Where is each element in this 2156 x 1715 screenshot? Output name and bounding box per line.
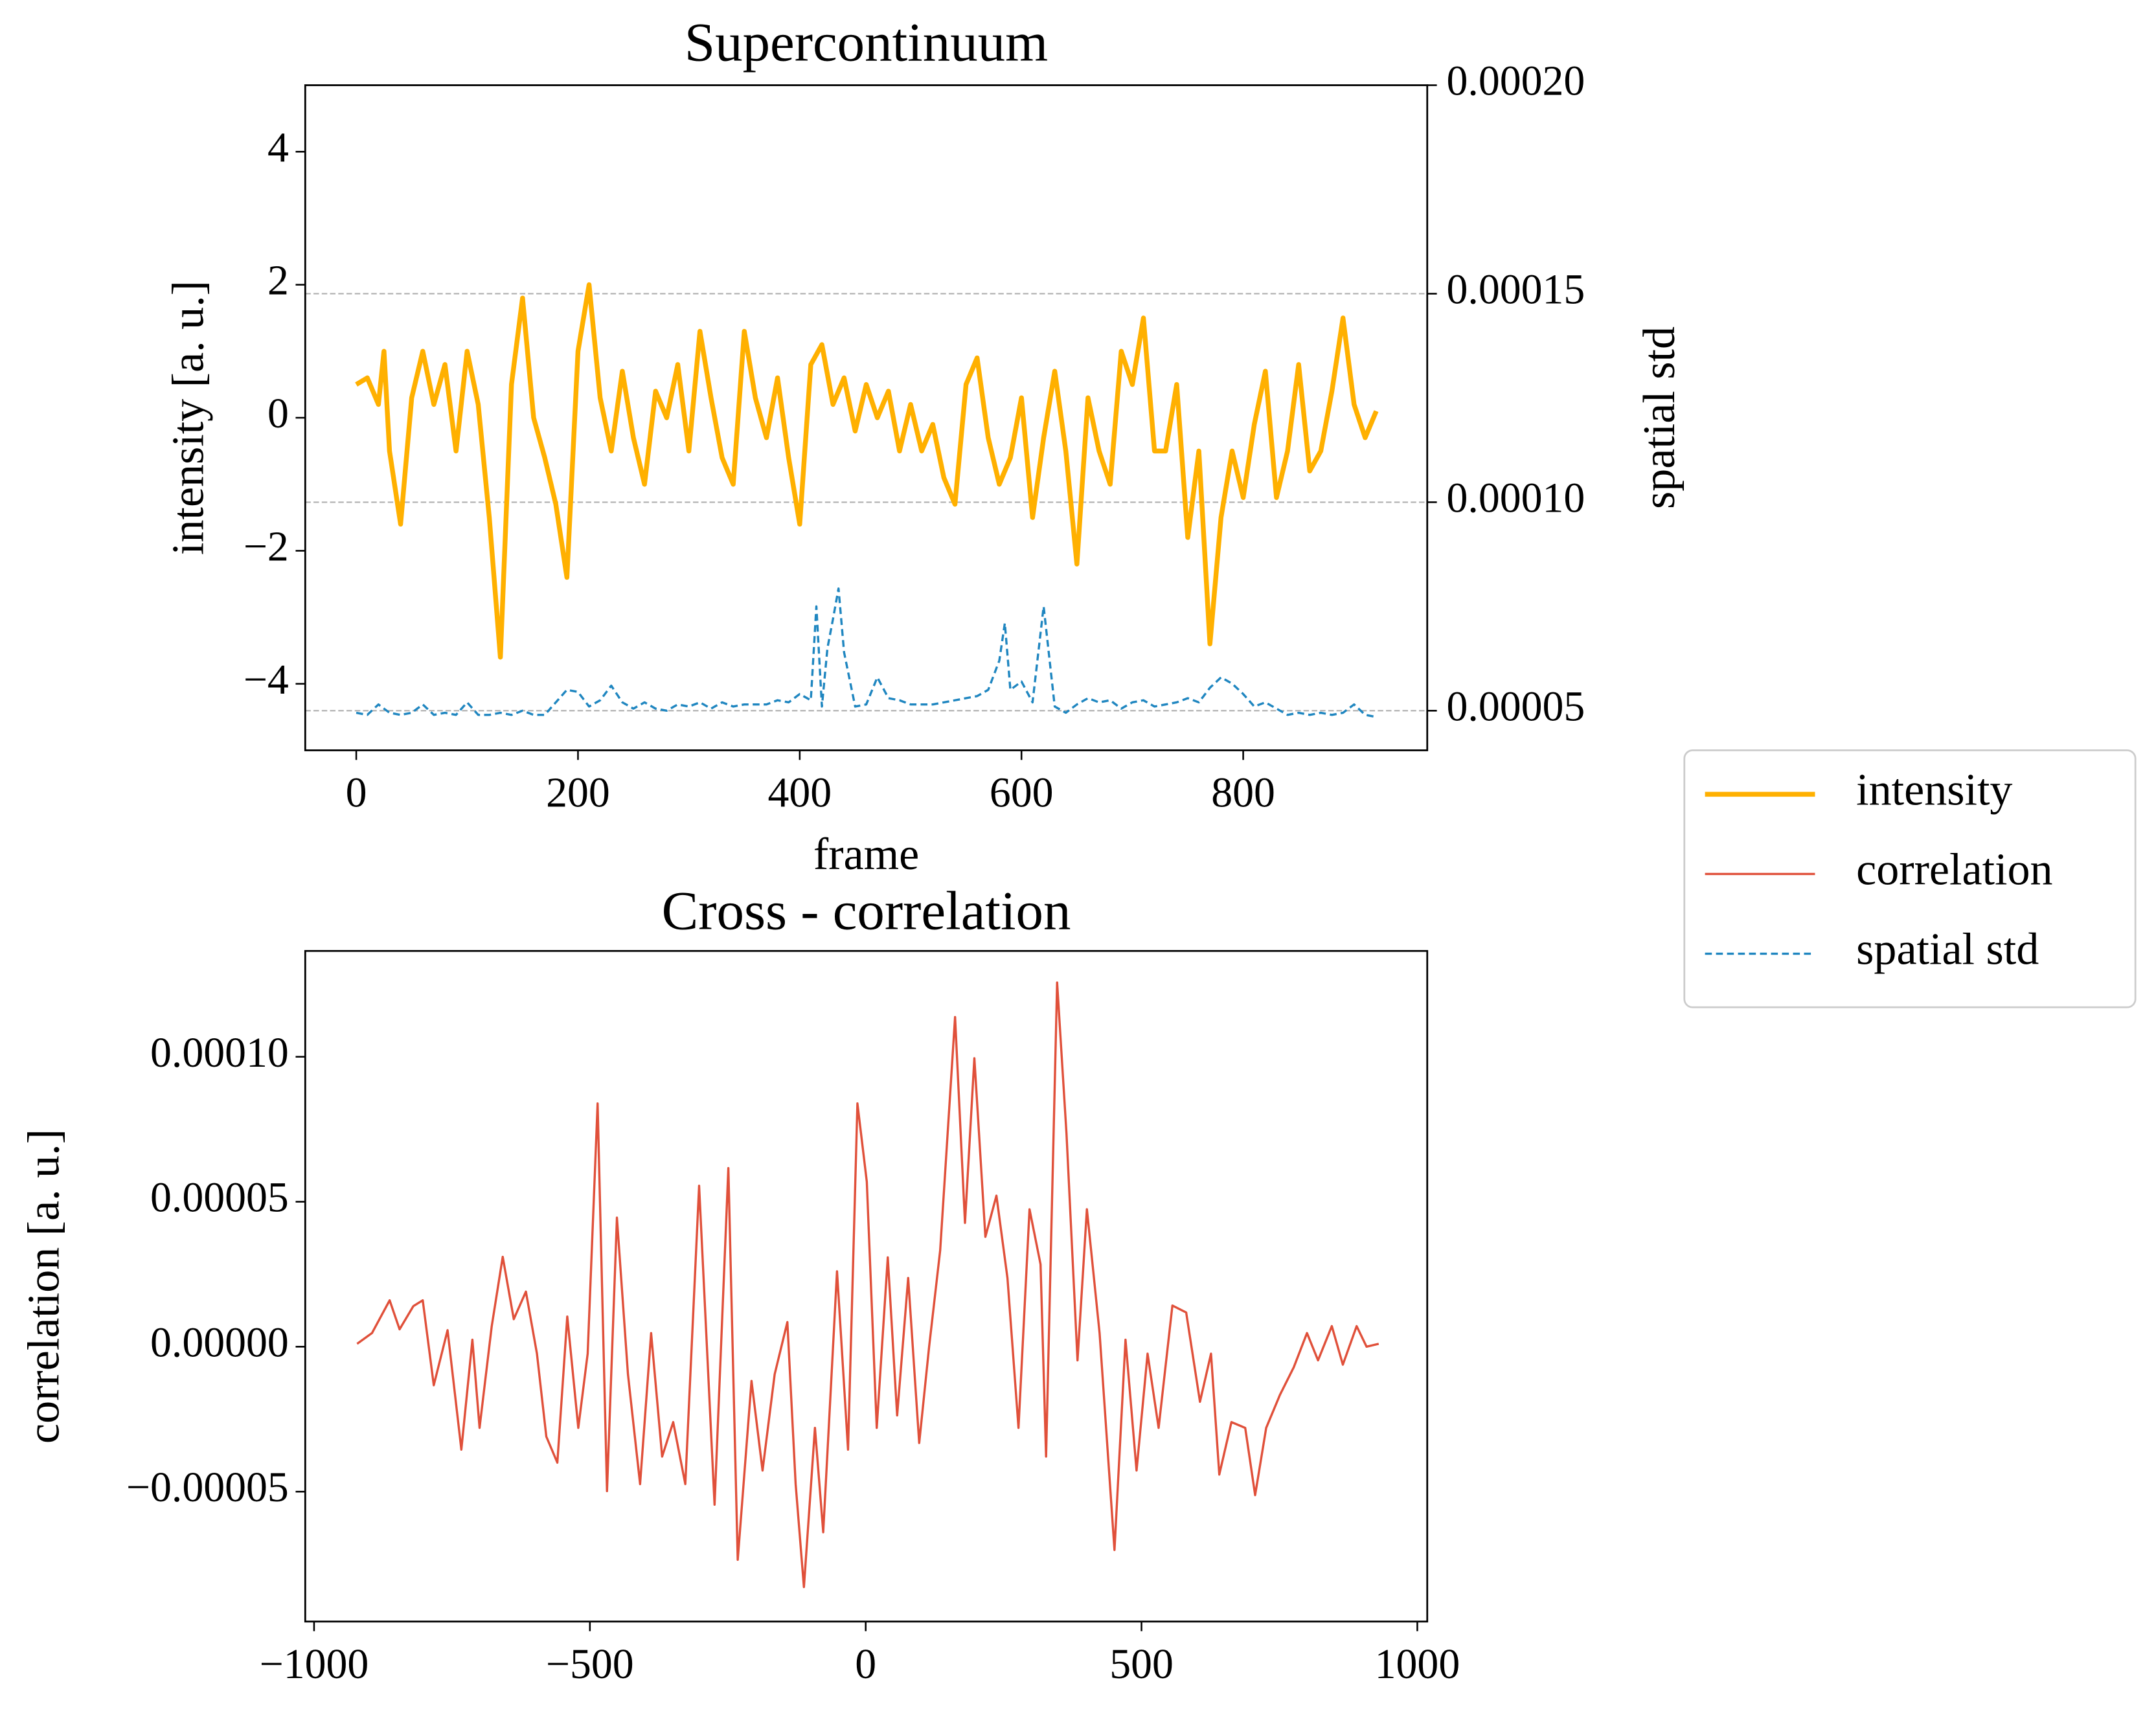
- x-tick-label: 400: [767, 769, 832, 817]
- y-tick-label: 2: [267, 257, 289, 304]
- y-tick-label: 0: [267, 390, 289, 437]
- x-tick-label: 200: [546, 769, 610, 817]
- x-tick-label: −500: [546, 1641, 634, 1688]
- y-tick-label: 0.00005: [150, 1174, 289, 1221]
- x-tick-label: 500: [1109, 1641, 1174, 1688]
- y-tick-label: −0.00005: [126, 1464, 289, 1511]
- x-tick-label: 1000: [1375, 1641, 1460, 1688]
- y-axis-label: correlation [a. u.]: [19, 1129, 69, 1444]
- y2-tick-label: 0.00015: [1446, 266, 1585, 313]
- legend: intensity correlation spatial std: [1683, 749, 2137, 1008]
- chart-title: Cross - correlation: [662, 881, 1071, 942]
- y2-tick-label: 0.00020: [1446, 58, 1585, 105]
- y-tick-label: −4: [244, 656, 289, 703]
- x-tick-label: 0: [346, 769, 367, 817]
- y-tick-label: 4: [267, 124, 289, 171]
- y-axis-label: intensity [a. u.]: [163, 280, 213, 555]
- data-line: [356, 587, 1377, 718]
- legend-box: [1683, 749, 2137, 1008]
- legend-label: correlation: [1856, 845, 2052, 895]
- y-tick-label: 0.00000: [150, 1319, 289, 1366]
- axes-frame: [304, 84, 1429, 751]
- x-tick-label: 800: [1211, 769, 1275, 817]
- data-line: [356, 981, 1379, 1589]
- data-line: [355, 282, 1379, 660]
- chart-title: Supercontinuum: [685, 12, 1048, 73]
- x-tick-label: 600: [990, 769, 1054, 817]
- y2-axis-label: spatial std: [1635, 326, 1685, 509]
- legend-label: intensity: [1856, 765, 2012, 815]
- x-tick-label: 0: [855, 1641, 876, 1688]
- y2-tick-label: 0.00005: [1446, 683, 1585, 730]
- y-tick-label: −2: [244, 523, 289, 571]
- legend-label: spatial std: [1856, 925, 2039, 975]
- axes-frame: [304, 949, 1429, 1623]
- x-axis-label: frame: [813, 830, 919, 880]
- y-tick-label: 0.00010: [150, 1029, 289, 1076]
- y2-tick-label: 0.00010: [1446, 475, 1585, 522]
- x-tick-label: −1000: [260, 1641, 369, 1688]
